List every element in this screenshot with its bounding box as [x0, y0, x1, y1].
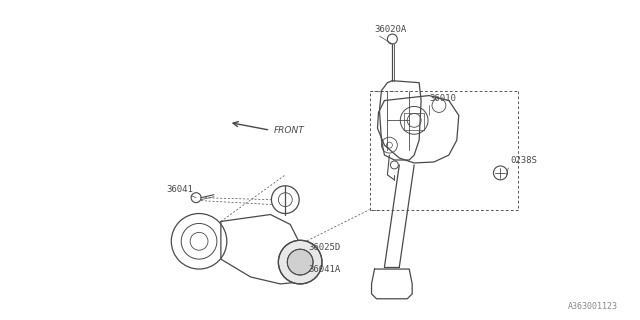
Circle shape — [287, 249, 313, 275]
Text: A363001123: A363001123 — [568, 302, 618, 311]
Text: 36010: 36010 — [429, 94, 456, 103]
Text: 36020A: 36020A — [374, 25, 407, 34]
Text: 36025D: 36025D — [308, 243, 340, 252]
Text: 36041A: 36041A — [308, 265, 340, 274]
Text: 0238S: 0238S — [510, 156, 537, 164]
Text: 36041: 36041 — [166, 185, 193, 194]
Circle shape — [278, 240, 322, 284]
Text: FRONT: FRONT — [273, 126, 304, 135]
